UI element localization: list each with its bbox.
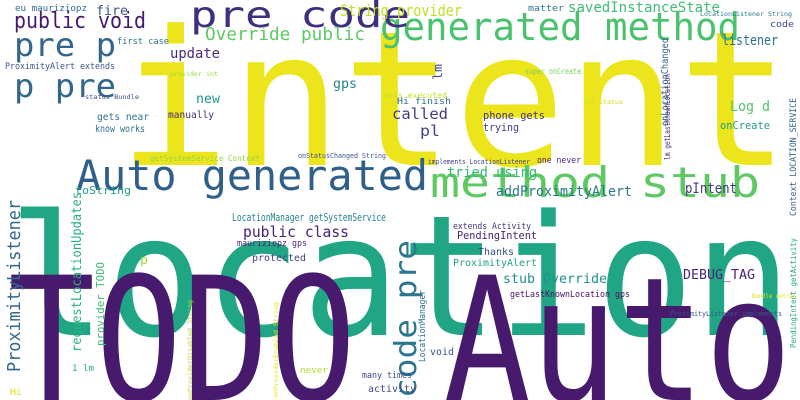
word: onStatusChanged String — [298, 152, 386, 160]
word: matter — [528, 4, 565, 14]
word: one never — [537, 156, 582, 166]
word: mauriziopz gps — [237, 239, 307, 249]
word: never — [300, 366, 329, 376]
word: TODO Auto — [8, 240, 792, 400]
word: Thanks — [478, 247, 514, 258]
word: getLastKnownLocation gps — [510, 290, 630, 300]
word: pre p — [14, 26, 116, 64]
word: super onCreate — [525, 67, 581, 76]
word: p — [140, 253, 148, 267]
word: int status — [583, 99, 623, 106]
word: code pre — [389, 240, 424, 398]
word: method stub — [430, 158, 760, 207]
word: lm — [431, 64, 445, 80]
word: generated method — [380, 5, 740, 49]
word: ProximityAlert extends — [5, 62, 115, 72]
word: intent — [118, 0, 790, 210]
word: ProximityAlert — [453, 258, 537, 269]
word: ProximityListener — [4, 200, 25, 372]
word: know works — [95, 124, 145, 135]
word: provider TODO — [94, 262, 107, 346]
word: requestLocationUpdates — [70, 192, 85, 352]
word: implements LocationListener — [428, 158, 530, 166]
word: gets executed — [383, 91, 447, 100]
word: trying — [483, 121, 519, 134]
word: location — [8, 179, 792, 375]
word: Bundle extras — [752, 293, 796, 300]
word: LocationManager getSystemService — [232, 211, 386, 224]
word: DEBUG_TAG — [683, 268, 755, 283]
word: many times — [362, 371, 412, 381]
word: called — [392, 105, 448, 123]
word: first case — [117, 37, 169, 47]
word: extends Activity — [453, 222, 532, 232]
word: new — [196, 92, 220, 107]
word: status Bundle — [85, 94, 139, 101]
word: onCreate — [720, 119, 770, 132]
word: onLocationChanged — [660, 38, 671, 126]
word: Log d — [730, 99, 770, 115]
word: savedInstanceState — [568, 0, 720, 16]
word: 1 lm — [72, 364, 94, 374]
word: pIntent — [685, 181, 737, 197]
word: getSystemService Context — [150, 154, 260, 163]
word: listener — [722, 33, 778, 49]
word: eu mauriziopz — [15, 4, 87, 14]
word: phone gets — [483, 109, 545, 122]
word: toString — [75, 184, 131, 197]
word: addProximityAlert — [496, 184, 632, 200]
word: Context LOCATION_SERVICE — [789, 98, 799, 216]
word: gets near — [97, 112, 149, 123]
word: Auto generated — [76, 151, 428, 200]
word: manually — [168, 110, 214, 121]
word: activity — [368, 384, 416, 395]
word: stub Override — [503, 272, 607, 287]
word: LocationListener String — [700, 11, 792, 18]
word: p pre — [14, 67, 116, 105]
word: onProviderEnabled String — [273, 302, 280, 398]
word: gps — [333, 77, 357, 92]
word: PendingIntent — [457, 229, 537, 242]
word: Override public — [205, 24, 365, 45]
word: lm getLastKnownLocation — [663, 74, 672, 160]
word: Hi — [10, 388, 22, 398]
word: update — [170, 46, 220, 62]
word: code — [770, 20, 794, 30]
word: public void — [14, 9, 146, 34]
word: fire — [96, 4, 128, 19]
word: onProviderDisabled String — [187, 300, 194, 400]
word: void — [430, 347, 454, 358]
word: pre code — [190, 0, 410, 36]
word: PendingIntent getActivity — [789, 238, 798, 348]
word: public class — [243, 223, 349, 241]
word: provider int — [170, 71, 218, 78]
word: protected — [252, 253, 306, 264]
word: pl — [420, 122, 440, 140]
word: String provider — [340, 1, 462, 20]
word: LocationManager — [418, 289, 428, 362]
word: Hi finish — [397, 97, 451, 107]
word: ProximityListener implements — [670, 310, 782, 318]
word: tried using — [447, 165, 537, 181]
